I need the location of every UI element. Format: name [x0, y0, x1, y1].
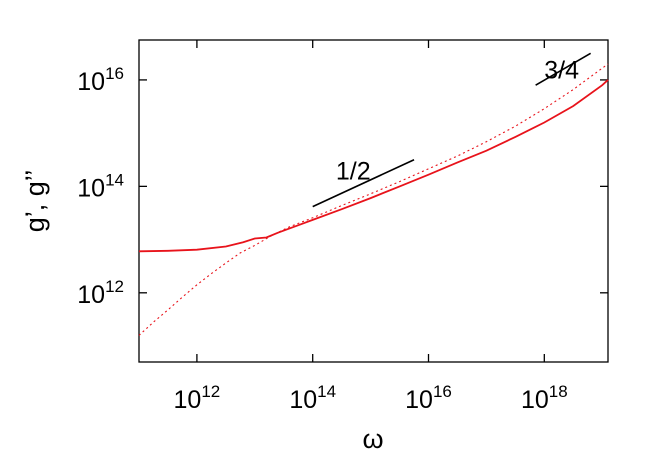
slope-annotations [312, 52, 592, 208]
slope-reference-line [535, 52, 592, 86]
y-tick-label: 1012 [77, 277, 124, 309]
plot-area [138, 39, 609, 363]
x-axis-label: ω [362, 424, 383, 454]
x-tick-label: 1018 [521, 382, 568, 414]
y-tick-label: 1014 [77, 170, 124, 202]
slope-label-three-quarters: 3/4 [544, 56, 579, 84]
y-axis-label: g’, g’’ [20, 170, 50, 233]
tick-marks [139, 40, 608, 362]
slope-reference-line [312, 159, 415, 208]
series-line-dotted [138, 63, 609, 336]
series-lines [138, 63, 609, 336]
series-line-solid [138, 79, 609, 253]
x-tick-label: 1014 [289, 382, 336, 414]
x-tick-label: 1016 [405, 382, 452, 414]
slope-label-half: 1/2 [336, 157, 371, 185]
x-tick-label: 1012 [174, 382, 221, 414]
y-tick-label: 1016 [77, 64, 124, 96]
